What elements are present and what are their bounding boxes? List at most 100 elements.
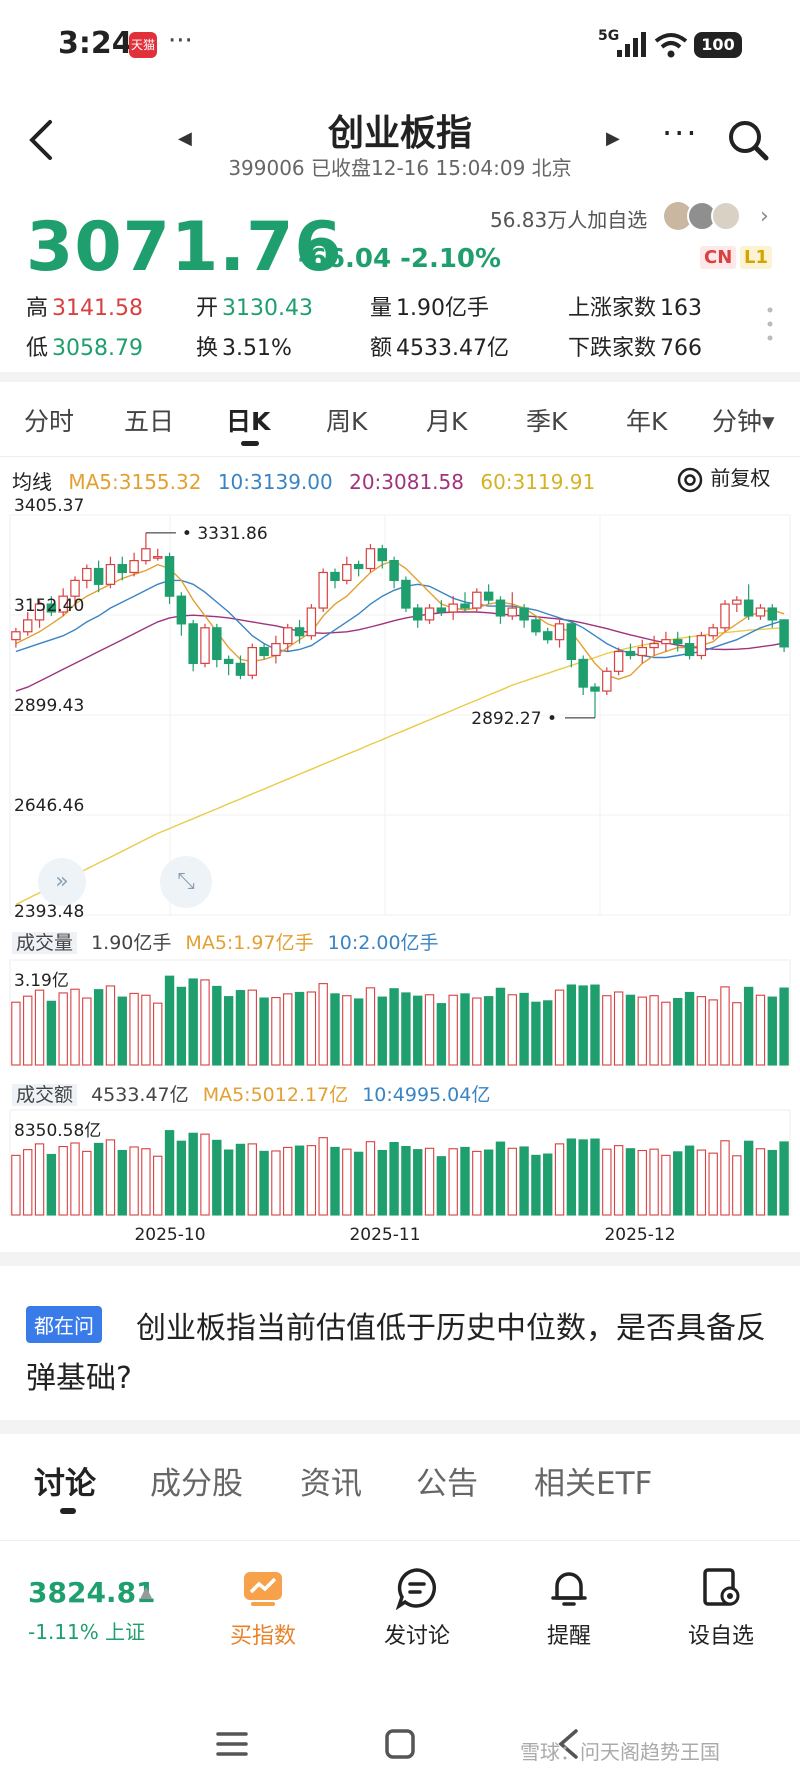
candle-up xyxy=(82,567,92,581)
candle-down xyxy=(353,563,364,570)
tab-news[interactable]: 资讯 xyxy=(300,1466,362,1502)
back-chevron-icon[interactable] xyxy=(24,118,58,162)
candle-up xyxy=(105,563,116,585)
menu-icon[interactable] xyxy=(216,1730,248,1758)
candle-up xyxy=(22,619,33,633)
followers-count[interactable]: 56.83万人加自选 xyxy=(490,208,648,232)
volume-bar xyxy=(11,1001,21,1066)
section-divider xyxy=(0,372,800,382)
tab-quarterly-k[interactable]: 季K xyxy=(526,407,568,436)
add-watchlist-button[interactable]: 设自选 xyxy=(666,1566,776,1650)
candle-up xyxy=(70,579,80,597)
amount-bar xyxy=(105,1139,116,1216)
tab-constituents[interactable]: 成分股 xyxy=(150,1466,243,1502)
volume-bar xyxy=(649,995,659,1066)
candle-down xyxy=(294,627,305,637)
candle-up xyxy=(649,643,659,649)
adjust-price-button[interactable]: 前复权 xyxy=(676,462,770,494)
candle-down xyxy=(436,607,447,613)
volume-bar xyxy=(283,993,293,1066)
candle-down xyxy=(46,603,57,613)
volume-bar xyxy=(472,997,482,1066)
tab-discussion[interactable]: 讨论 xyxy=(34,1466,96,1502)
tab-intraday[interactable]: 分时 xyxy=(24,407,75,436)
ma-label: 均线 xyxy=(12,470,52,494)
amount-bar xyxy=(661,1154,671,1216)
prev-stock-icon[interactable]: ◀ xyxy=(178,128,192,149)
volume-bar xyxy=(401,992,411,1066)
add-watchlist-label: 设自选 xyxy=(687,1624,754,1649)
tab-minute-dropdown[interactable]: 分钟▾ xyxy=(712,407,775,436)
tab-active-indicator xyxy=(60,1508,76,1514)
sh-up-icon: ▲ xyxy=(140,1582,153,1601)
tab-active-indicator xyxy=(241,441,259,446)
kline-chart[interactable]: 3405.37 3152.40 2899.43 2646.46 2393.48 • 333… xyxy=(0,495,800,1245)
tab-related-etf[interactable]: 相关ETF xyxy=(534,1466,653,1502)
amount-ma5: MA5:5012.17亿 xyxy=(202,1084,349,1106)
tab-daily-k[interactable]: 日K xyxy=(226,407,271,436)
amount-bar xyxy=(93,1142,104,1216)
stat-rise-count: 上涨家数 163 xyxy=(568,290,702,322)
y-tick-label: 2899.43 xyxy=(14,696,84,716)
amount-bar xyxy=(696,1149,707,1216)
chevron-right-icon[interactable]: › xyxy=(760,204,769,229)
candle-down xyxy=(542,631,553,641)
amount-bar xyxy=(247,1143,257,1216)
tab-yearly-k[interactable]: 年K xyxy=(626,407,668,436)
tab-five-day[interactable]: 五日 xyxy=(124,407,175,436)
tab-monthly-k[interactable]: 月K xyxy=(426,407,468,436)
alert-button[interactable]: 提醒 xyxy=(514,1566,624,1650)
follower-avatars[interactable] xyxy=(664,200,744,232)
stat-turnover: 换 3.51% xyxy=(196,330,292,362)
amount-bar xyxy=(483,1149,494,1216)
candle-down xyxy=(566,623,577,661)
volume-bar xyxy=(767,996,777,1066)
amount-bar xyxy=(23,1149,33,1216)
volume-bar xyxy=(554,989,565,1066)
home-icon[interactable] xyxy=(384,1728,416,1760)
y-tick-label: 2646.46 xyxy=(14,796,84,816)
amount-bar xyxy=(472,1150,482,1216)
x-tick-label: 2025-11 xyxy=(349,1225,420,1245)
more-options-icon[interactable]: ··· xyxy=(662,114,699,152)
stat-rise-label: 上涨家数 xyxy=(568,296,657,321)
ma60-line xyxy=(15,627,785,906)
y-tick-label: 2393.48 xyxy=(14,902,84,922)
buy-index-button[interactable]: 买指数 xyxy=(208,1566,318,1650)
stat-volume: 量 1.90亿手 xyxy=(370,290,489,322)
volume-bar xyxy=(460,993,470,1066)
vertical-dots-icon[interactable] xyxy=(766,306,774,342)
ma10-line xyxy=(15,579,785,659)
candle-up xyxy=(448,603,458,613)
expand-left-icon[interactable]: » xyxy=(38,858,86,906)
next-stock-icon[interactable]: ▶ xyxy=(606,128,620,149)
amount-bar xyxy=(543,1153,553,1216)
candle-up xyxy=(11,631,21,641)
candle-up xyxy=(613,650,624,672)
volume-bar xyxy=(330,993,340,1066)
volume-legend: 成交量 1.90亿手 MA5:1.97亿手 10:2.00亿手 xyxy=(12,928,439,955)
y-tick-label: 3152.40 xyxy=(14,596,84,616)
sh-index-value[interactable]: 3824.81 xyxy=(28,1576,156,1609)
back-nav-icon[interactable] xyxy=(556,1728,580,1760)
candle-down xyxy=(460,603,470,609)
tab-announcements[interactable]: 公告 xyxy=(416,1466,478,1502)
amount-bar xyxy=(11,1154,21,1216)
sh-index-change[interactable]: -1.11% 上证 xyxy=(28,1620,146,1644)
post-discussion-button[interactable]: 发讨论 xyxy=(362,1566,472,1650)
tab-weekly-k[interactable]: 周K xyxy=(326,407,368,436)
volume-bar xyxy=(448,994,458,1066)
volume-bar xyxy=(602,995,612,1066)
buy-index-label: 买指数 xyxy=(229,1624,296,1649)
amount-bar xyxy=(673,1151,683,1216)
cellular-signal-icon xyxy=(617,32,646,57)
ma5-value: MA5:3155.32 xyxy=(68,470,202,494)
fullscreen-icon[interactable]: ⤡ xyxy=(160,856,212,908)
question-text[interactable]: 创业板指当前估值低于历史中位数，是否具备反弹基础? xyxy=(26,1311,766,1396)
search-icon[interactable] xyxy=(726,118,770,162)
cn-badge: CN xyxy=(700,246,737,269)
amount-bar xyxy=(602,1148,612,1216)
stat-volume-value: 1.90亿手 xyxy=(396,296,490,321)
amount-bar xyxy=(342,1148,352,1216)
candle-down xyxy=(164,556,175,597)
